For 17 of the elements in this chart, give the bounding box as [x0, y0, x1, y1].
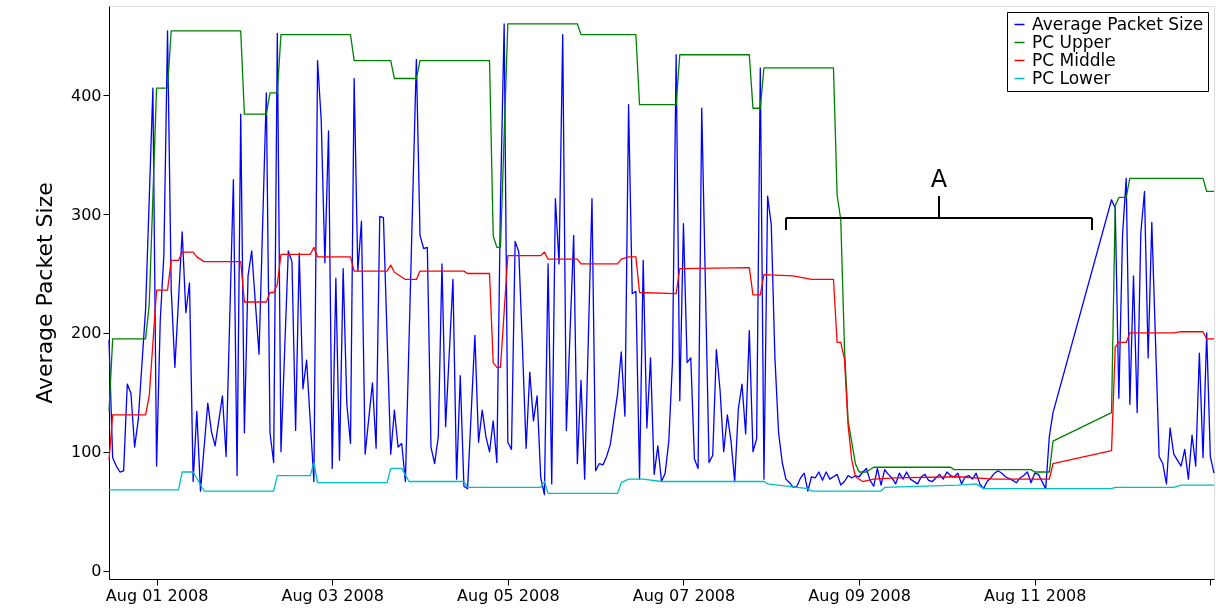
- x-tick-label: Aug 05 2008: [457, 585, 560, 605]
- legend-label: Average Packet Size: [1032, 13, 1204, 34]
- y-tick-label: 0: [91, 561, 102, 581]
- y-tick-label: 400: [70, 85, 102, 105]
- x-tick-label: Aug 09 2008: [808, 585, 911, 605]
- line-series: [108, 461, 1215, 495]
- annotation: A: [930, 165, 948, 193]
- x-tick-label: Aug 01 2008: [105, 585, 209, 605]
- legend-label: PC Lower: [1032, 67, 1111, 88]
- y-tick-label: 300: [70, 204, 102, 224]
- line-series: [108, 246, 1215, 483]
- y-tick-label: 200: [70, 323, 102, 343]
- y-axis-title: Average Packet Size: [31, 182, 57, 404]
- x-tick-label: Aug 07 2008: [632, 585, 736, 605]
- x-tick-label: Aug 03 2008: [281, 585, 384, 605]
- y-tick-label: 100: [70, 442, 102, 462]
- x-tick-label: Aug 11 2008: [983, 585, 1087, 605]
